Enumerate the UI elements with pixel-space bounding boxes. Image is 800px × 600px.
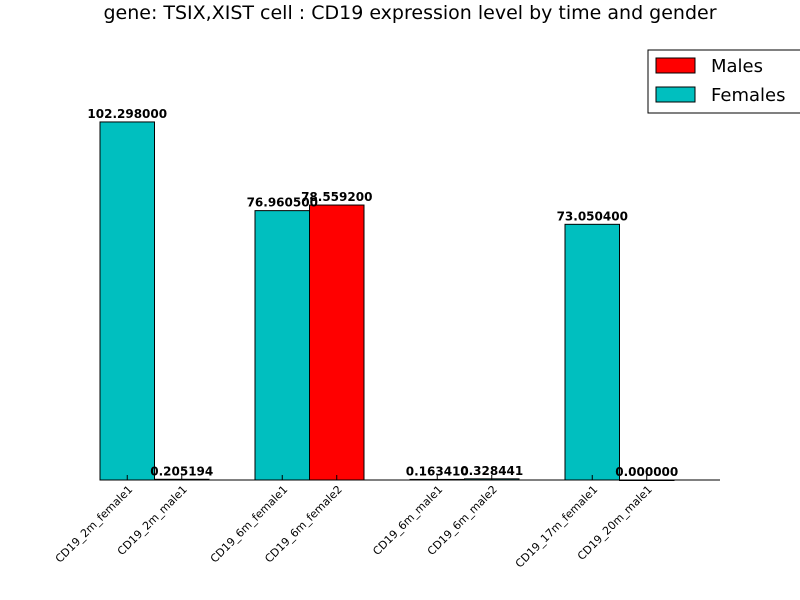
legend-label-females: Females — [711, 85, 785, 106]
bar-value-label: 0.328441 — [460, 464, 523, 478]
legend-swatch-females — [655, 86, 696, 103]
bar-value-label: 76.960500 — [247, 196, 318, 210]
legend: Males Females — [647, 49, 800, 114]
bar-value-label: 73.050400 — [557, 209, 628, 223]
bar-value-label: 0.205194 — [150, 464, 213, 478]
bar-value-label: 102.298000 — [87, 107, 167, 121]
bars-layer — [99, 121, 675, 481]
legend-label-males: Males — [711, 56, 763, 77]
bar-value-label: 78.559200 — [301, 190, 372, 204]
bar-value-label: 0.163410 — [406, 464, 469, 478]
bar-CD19_17m_female1 — [564, 223, 620, 481]
bar-value-label: 0.000000 — [615, 465, 678, 479]
legend-swatch-males — [655, 57, 696, 74]
bar-CD19_6m_female1 — [254, 210, 310, 481]
chart-title: gene: TSIX,XIST cell : CD19 expression l… — [103, 2, 716, 24]
bar-CD19_2m_female1 — [99, 121, 155, 481]
bar-CD19_6m_female2 — [309, 204, 365, 481]
